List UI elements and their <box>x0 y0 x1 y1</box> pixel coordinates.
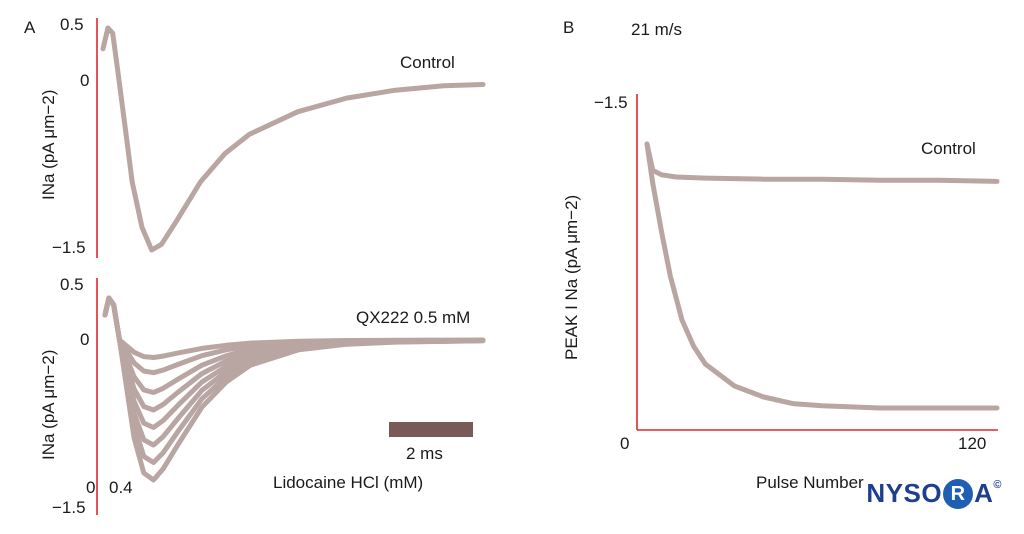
logo-ring-icon: R <box>943 479 974 509</box>
a-bottom-ytick-bottom: −1.5 <box>52 498 86 517</box>
speed-label: 21 m/s <box>631 20 682 39</box>
b-xtick-120: 120 <box>958 434 986 453</box>
a-bottom-ytick-zero: 0 <box>80 330 89 349</box>
lidocaine-label: Lidocaine HCl (mM) <box>273 473 423 492</box>
logo-left: NYSO <box>866 478 943 508</box>
b-xlabel: Pulse Number <box>756 473 864 492</box>
a-top-control-trace <box>100 25 486 253</box>
a-bottom-trace-8 <box>102 295 486 483</box>
b-ylabel: PEAK I Na (pA μm−2) <box>562 195 581 360</box>
a-top-ytick-top: 0.5 <box>60 15 84 34</box>
nysora-logo: NYSO R A© <box>866 478 1002 509</box>
a-top-control-annotation: Control <box>400 53 455 72</box>
panel-a-label: A <box>24 18 36 37</box>
a-top-ylabel: INa (pA μm−2) <box>39 90 58 200</box>
b-ytick-top: −1.5 <box>594 93 628 112</box>
a-top-ytick-zero: 0 <box>80 71 89 90</box>
a-bottom-ytick-top: 0.5 <box>60 275 84 294</box>
b-trace-lidocaine <box>644 141 1000 411</box>
logo-copyright: © <box>993 479 1002 491</box>
logo-right: A <box>974 478 994 508</box>
a-bottom-qx222-annotation: QX222 0.5 mM <box>356 308 470 327</box>
lidocaine-tick-04: 0.4 <box>109 478 133 497</box>
a-top-ytick-bottom: −1.5 <box>52 238 86 257</box>
panel-b-label: B <box>563 18 574 37</box>
b-xtick-0: 0 <box>620 434 629 453</box>
lidocaine-tick-0: 0 <box>86 478 95 497</box>
b-control-annotation: Control <box>921 139 976 158</box>
b-trace-control <box>644 141 1000 184</box>
scale-bar-label: 2 ms <box>406 444 443 463</box>
scale-bar <box>389 422 473 437</box>
a-bottom-ylabel: INa (pA μm−2) <box>39 350 58 460</box>
